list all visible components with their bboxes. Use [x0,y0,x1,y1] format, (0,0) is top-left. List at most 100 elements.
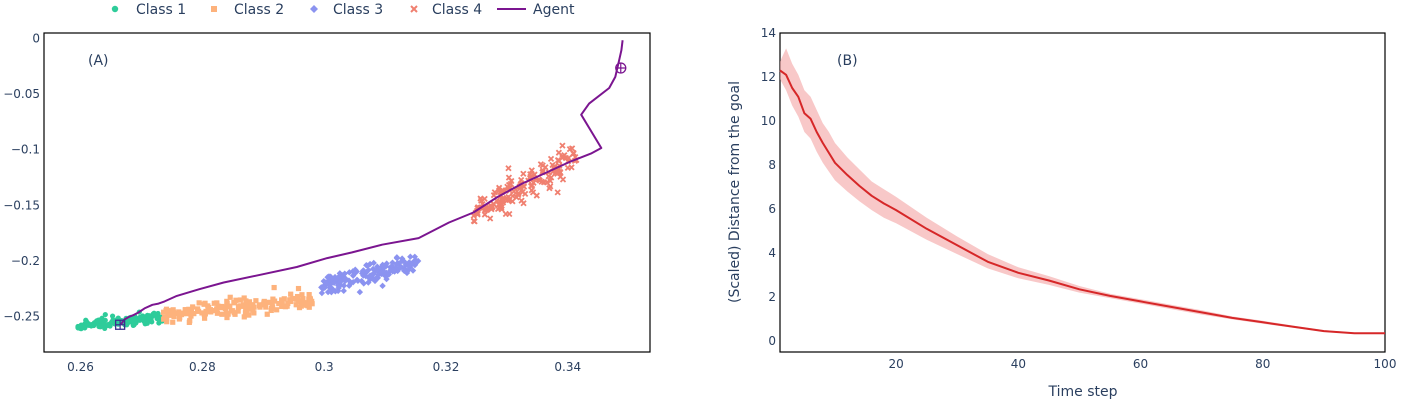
point-class-3 [407,253,414,260]
point-class-2 [246,299,253,305]
panel-a-y-tick-label: −0.15 [3,198,40,212]
panel-a-label: (A) [88,53,109,69]
point-class-2 [214,306,220,312]
point-class-2 [224,298,230,304]
point-class-1 [141,315,147,321]
point-class-1 [130,322,136,329]
cluster-class-1 [75,309,166,332]
point-class-2 [179,311,185,318]
agent-start-marker-cross [115,320,125,330]
goal-marker-cross [615,63,626,74]
point-class-2 [288,291,294,297]
panel-b-series [779,48,1385,335]
point-class-3 [321,284,328,291]
point-class-2 [260,302,266,308]
panel-a-x-tick-label: 0.34 [554,360,581,374]
point-class-2 [231,310,237,316]
point-class-2 [222,305,229,312]
point-class-3 [378,269,385,276]
point-class-4 [499,197,506,204]
point-class-4 [498,187,506,194]
point-class-4 [481,195,488,203]
point-class-2 [176,309,182,315]
panel-b-y-tick-label: 2 [768,290,776,304]
point-class-2 [201,315,208,321]
point-class-3 [330,279,338,287]
panel-a-x-tick-label: 0.28 [189,360,216,374]
point-class-2 [243,304,249,310]
point-class-2 [295,298,301,304]
point-class-2 [166,312,173,318]
point-class-2 [294,293,301,300]
panel-a-x-tick-label: 0.26 [67,360,94,374]
point-class-4 [491,189,498,196]
point-class-4 [494,205,502,213]
point-class-4 [528,167,535,174]
point-class-4 [519,188,526,196]
panel-a-y-tick-label: −0.1 [11,143,40,157]
legend-label-class-3: Class 3 [333,2,383,18]
point-class-2 [309,298,315,304]
point-class-2 [170,309,176,315]
point-class-4 [568,164,575,171]
point-class-4 [481,211,488,218]
point-class-2 [232,300,238,306]
legend-item-class-2[interactable]: Class 2 [211,2,284,18]
point-class-3 [341,277,349,285]
panel-b-y-tick-label: 6 [768,202,776,216]
panel-b-x-tick-label: 60 [1133,357,1148,371]
point-class-3 [383,260,390,267]
panel-a-y-ticks: 0 −0.05 −0.1 −0.15 −0.2 −0.25 [3,32,40,324]
point-class-4 [546,185,553,192]
point-class-2 [190,304,196,310]
point-class-3 [322,279,329,286]
legend-item-agent[interactable]: Agent [497,2,575,18]
legend-item-class-1[interactable]: Class 1 [111,2,186,18]
point-class-2 [195,306,201,312]
legend-label-agent: Agent [533,2,575,18]
point-class-2 [217,305,224,311]
point-class-2 [163,308,169,314]
point-class-1 [152,311,158,317]
legend: Class 1 Class 2 Class 3 Class 4 Agent [111,2,575,18]
point-class-2 [293,302,299,308]
point-class-4 [505,165,512,172]
point-class-2 [306,292,312,298]
point-class-1 [79,323,85,329]
point-class-3 [367,273,374,280]
panel-b-y-axis-title: (Scaled) Distance from the goal [727,81,743,303]
point-class-3 [325,273,333,280]
point-class-4 [566,145,574,153]
point-class-3 [393,261,401,268]
point-class-2 [241,314,247,320]
point-class-4 [474,211,481,218]
point-class-2 [296,305,303,311]
point-class-2 [241,295,247,301]
point-class-3 [340,287,347,295]
legend-item-class-4[interactable]: Class 4 [410,2,482,18]
point-class-2 [235,308,241,314]
panel-b-y-ticks: 0 2 4 6 8 10 12 14 [761,26,776,348]
point-class-2 [257,304,263,310]
point-class-2 [202,311,208,317]
point-class-3 [412,259,420,266]
panel-a-y-tick-label: −0.2 [11,254,40,268]
point-class-2 [164,316,170,322]
point-class-2 [235,304,242,310]
panel-b-label: (B) [837,53,858,69]
point-class-3 [401,267,408,275]
legend-item-class-3[interactable]: Class 3 [310,2,383,18]
point-class-3 [362,273,370,280]
panel-a-x-tick-label: 0.32 [433,360,460,374]
point-class-2 [279,299,285,305]
panel-a-x-tick-label: 0.3 [315,360,334,374]
panel-b-y-tick-label: 14 [761,26,776,40]
panel-a-x-ticks: 0.26 0.28 0.3 0.32 0.34 [67,360,581,374]
point-class-4 [509,192,516,200]
legend-symbol-class-1 [111,5,119,13]
point-class-2 [191,310,197,317]
point-class-2 [288,298,294,305]
point-class-3 [358,277,365,285]
legend-symbol-class-4 [410,5,418,13]
